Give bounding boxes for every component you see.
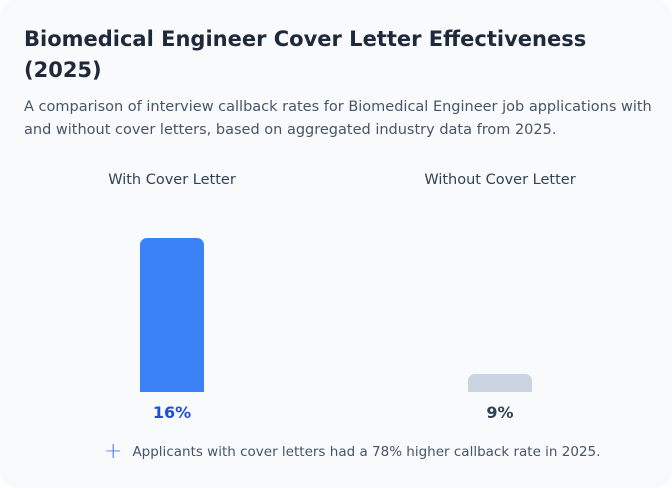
category-label-without-cover-letter: Without Cover Letter <box>424 172 576 188</box>
chart-subtitle: A comparison of interview callback rates… <box>24 99 652 138</box>
category-label-with-cover-letter: With Cover Letter <box>108 172 236 188</box>
footnote: + Applicants with cover letters had a 78… <box>104 439 601 464</box>
bar-with-cover-letter <box>140 238 204 392</box>
footnote-text: Applicants with cover letters had a 78% … <box>132 444 601 460</box>
bar-without-cover-letter <box>468 374 532 392</box>
chart-title: Biomedical Engineer Cover Letter Effecti… <box>24 27 587 82</box>
plus-icon: + <box>104 439 123 464</box>
value-label-with-cover-letter: 16% <box>152 403 192 422</box>
value-label-without-cover-letter: 9% <box>486 403 514 422</box>
